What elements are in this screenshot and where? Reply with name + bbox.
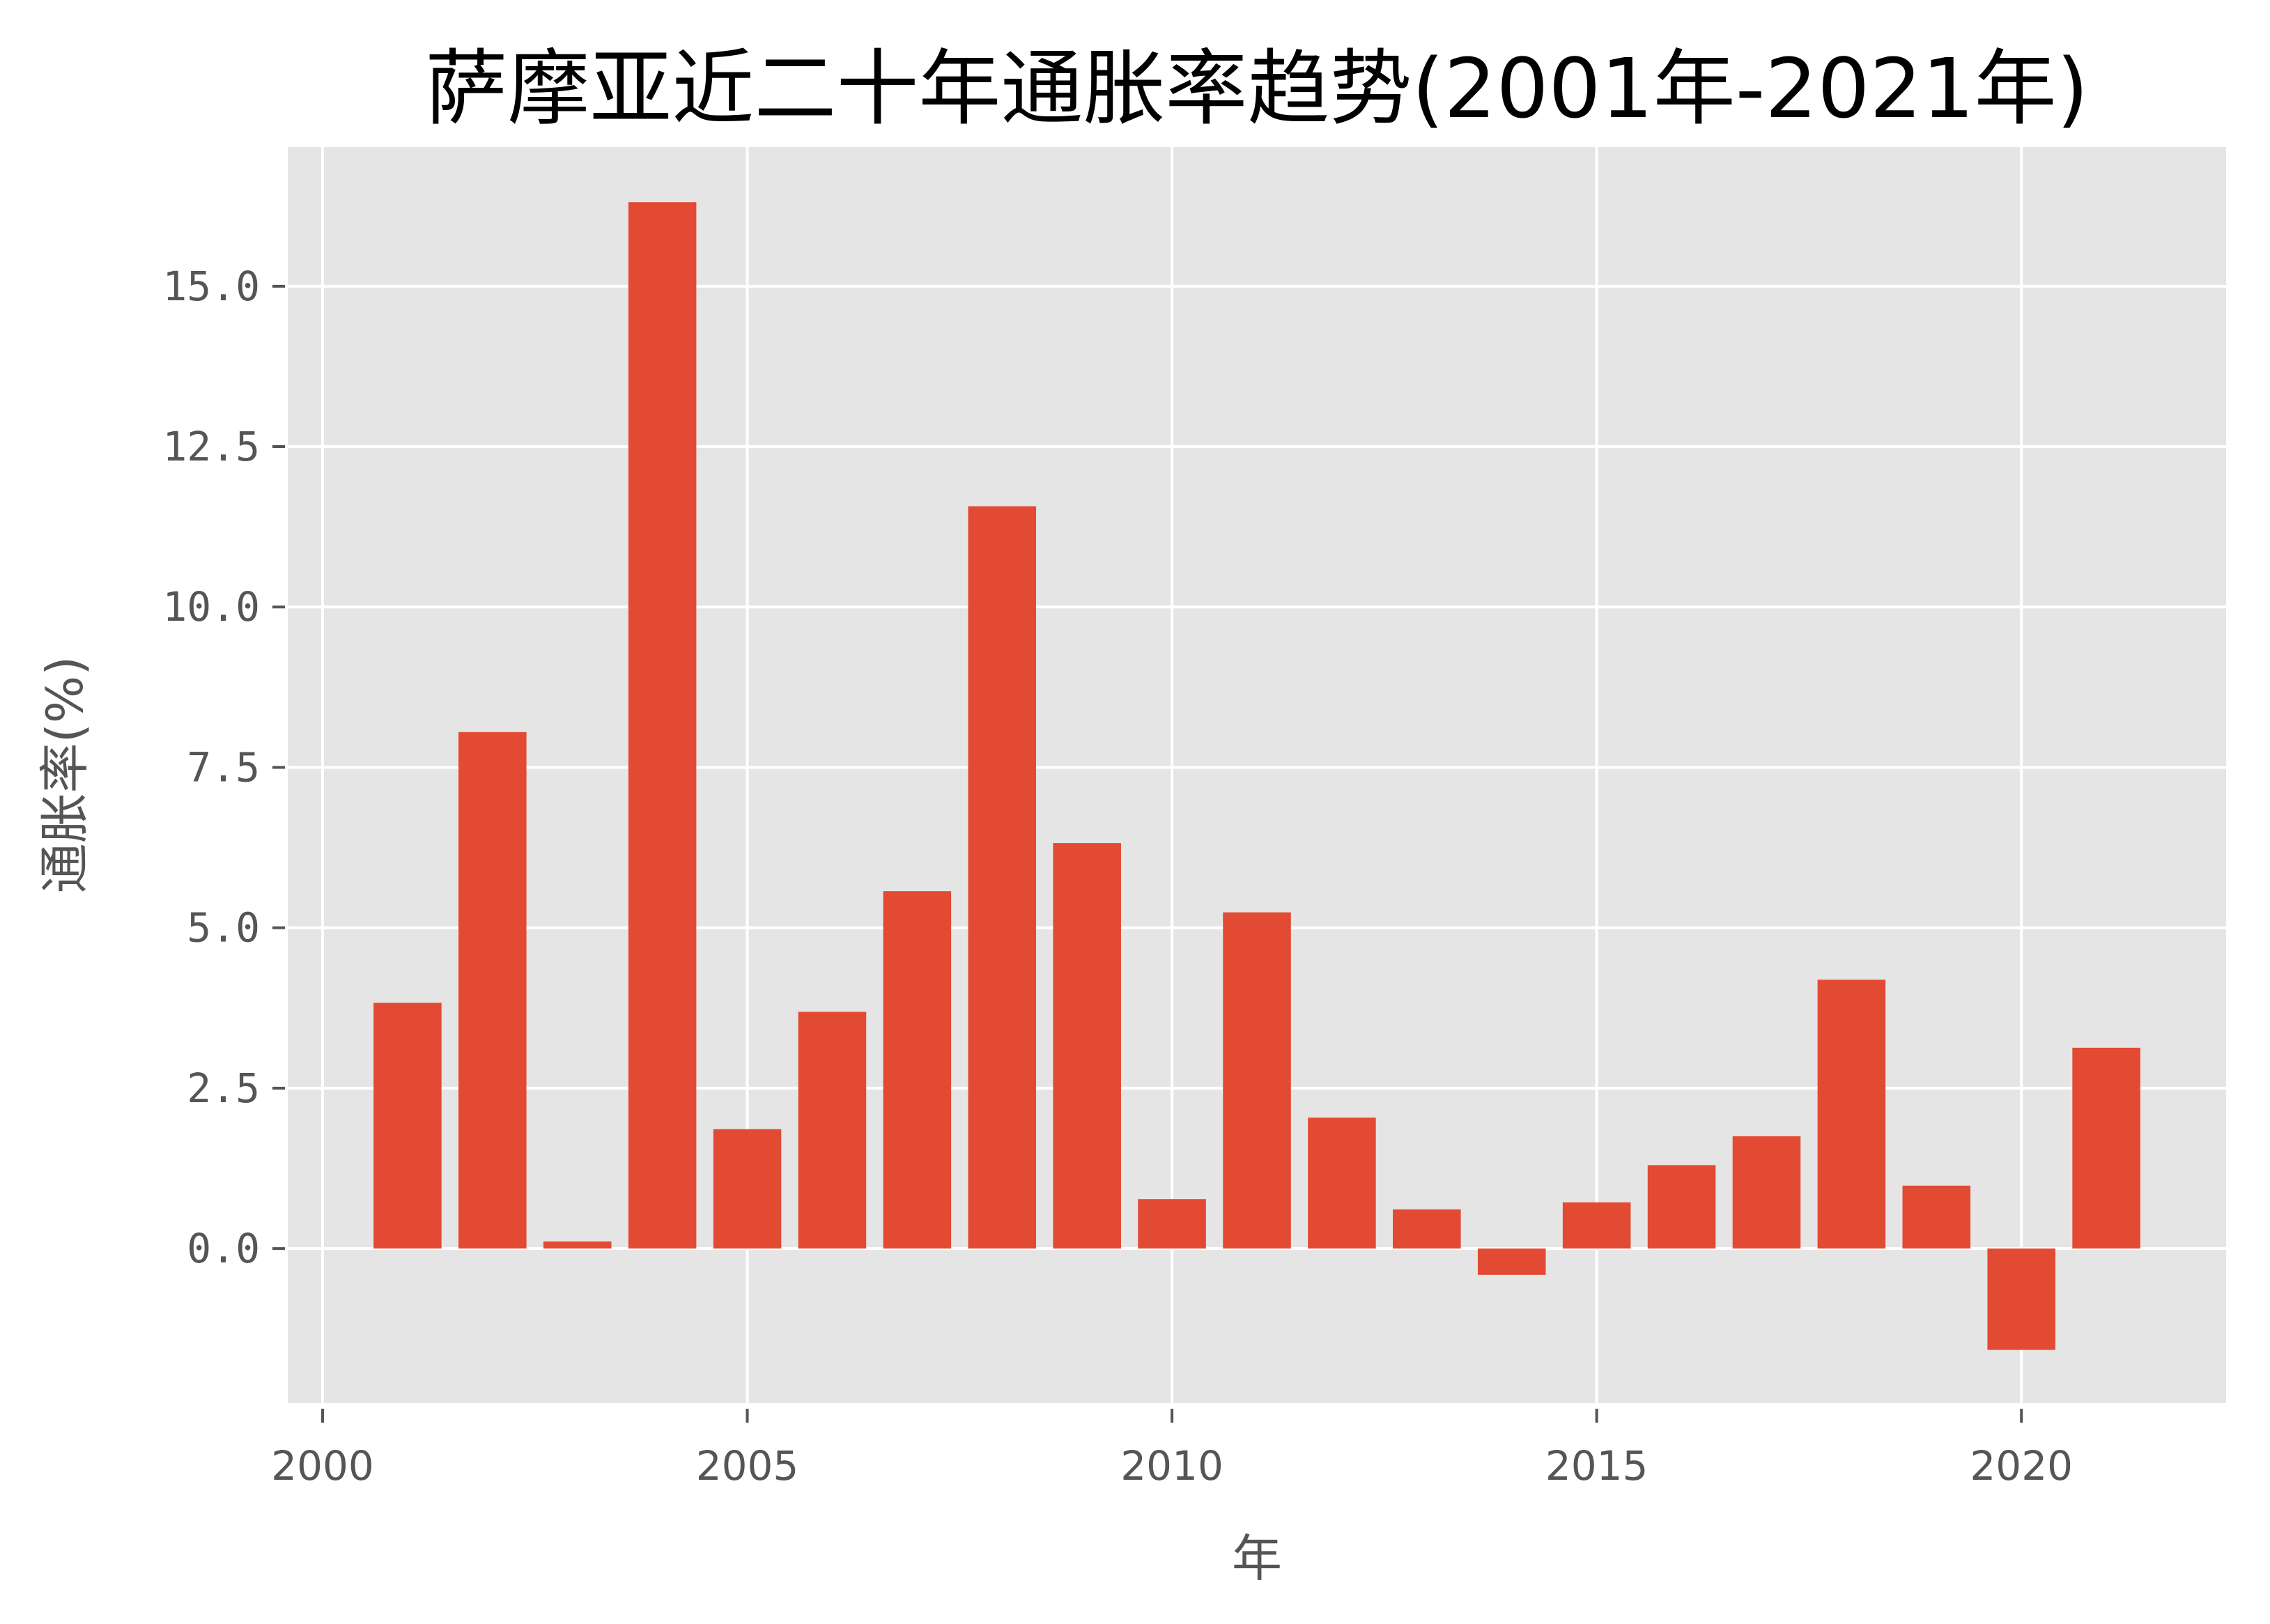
y-tick-label: 5.0 [187,904,260,952]
bar-2003 [543,1241,612,1249]
bar-2015 [1562,1202,1631,1249]
y-tick-label: 15.0 [162,263,260,310]
bar-2004 [628,202,697,1249]
bar-2002 [458,732,527,1249]
y-tick-label: 12.5 [162,423,260,470]
x-tick-label: 2020 [1970,1442,2073,1490]
plot-area [288,147,2226,1403]
bar-2008 [968,506,1037,1249]
x-tick-label: 2005 [696,1442,799,1490]
x-tick-label: 2015 [1545,1442,1649,1490]
bar-2010 [1138,1199,1206,1249]
x-tick-label: 2010 [1120,1442,1223,1490]
bar-2021 [2072,1047,2140,1249]
bar-2011 [1223,912,1291,1249]
bar-2013 [1393,1209,1461,1249]
y-tick-label: 2.5 [187,1065,260,1112]
bar-2012 [1308,1118,1376,1249]
y-tick-label: 7.5 [187,743,260,791]
y-axis: 0.0 2.5 5.0 7.5 10.0 12.5 15.0 [162,263,285,1272]
y-tick-label: 10.0 [162,583,260,631]
bar-2017 [1732,1136,1801,1249]
x-axis-label: 年 [1232,1529,1282,1588]
bar-2020 [1987,1248,2055,1350]
bar-2019 [1902,1185,1971,1249]
bar-2006 [798,1012,867,1249]
chart-title: 萨摩亚近二十年通胀率趋势(2001年-2021年) [425,40,2088,137]
x-axis: 2000 2005 2010 2015 2020 [271,1409,2073,1490]
y-axis-label: 通胀率(%) [36,656,94,894]
bar-2016 [1647,1165,1716,1249]
x-tick-label: 2000 [271,1442,374,1490]
bar-2007 [883,891,952,1249]
bar-2001 [373,1003,442,1249]
bar-2005 [713,1129,782,1249]
bar-2018 [1817,980,1886,1249]
bar-series [373,202,2140,1350]
y-tick-label: 0.0 [187,1225,260,1272]
bar-2014 [1477,1248,1546,1275]
bar-2009 [1053,843,1121,1249]
